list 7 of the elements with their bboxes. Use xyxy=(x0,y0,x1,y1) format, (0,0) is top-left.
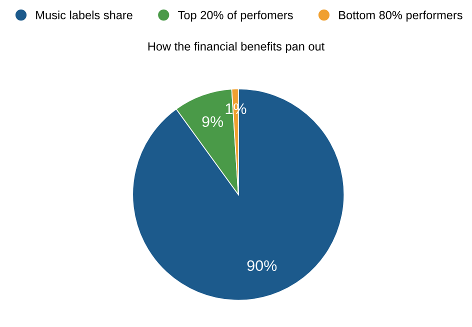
legend-label: Music labels share xyxy=(36,10,132,20)
legend-label: Top 20% of perfomers xyxy=(178,10,293,22)
data-label: 90% xyxy=(247,260,277,272)
text: How the financial benefits pan out xyxy=(148,42,325,53)
data-label: 9% xyxy=(202,116,224,128)
legend-label: Bottom 80% performers xyxy=(339,10,462,22)
pie-slice xyxy=(132,88,345,301)
